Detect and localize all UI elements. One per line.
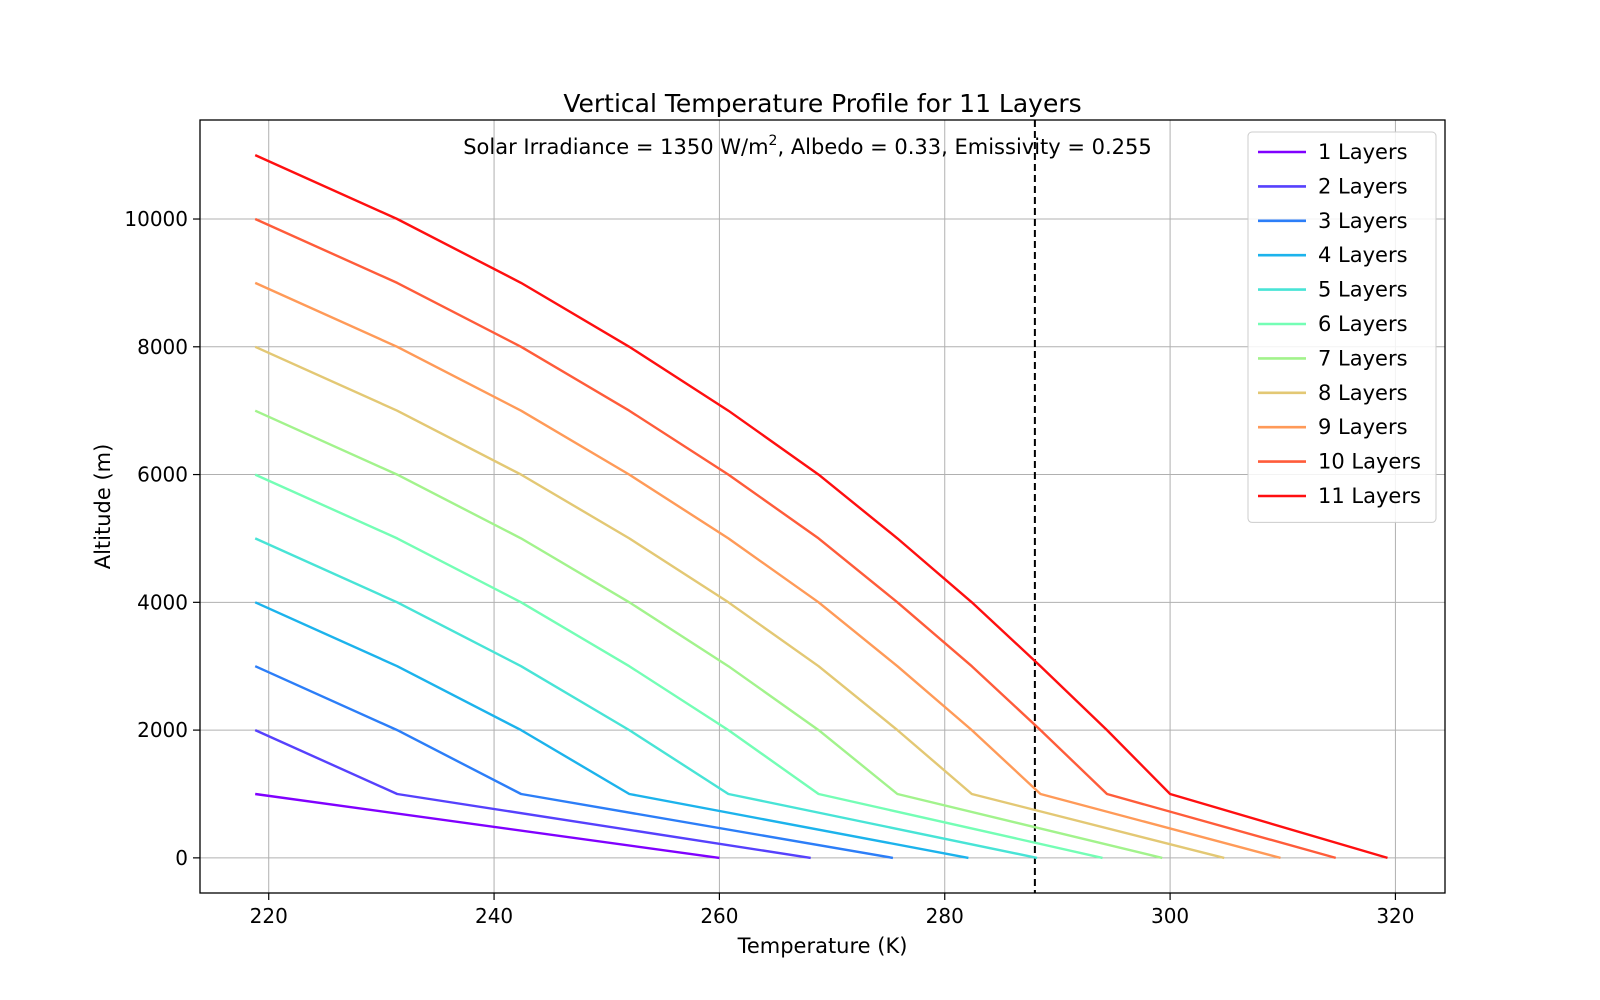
- legend-label: 5 Layers: [1318, 278, 1408, 302]
- annotation-superscript: 2: [769, 133, 778, 149]
- annotation-suffix: , Albedo = 0.33, Emissivity = 0.255: [777, 135, 1151, 159]
- x-tick-label: 300: [1151, 904, 1189, 928]
- plot-frame: [199, 119, 1446, 894]
- series-line: [255, 792, 720, 860]
- y-tick-label: 6000: [137, 463, 188, 487]
- annotation-prefix: Solar Irradiance = 1350 W/m: [463, 135, 768, 159]
- series-line: [254, 217, 1337, 860]
- legend-label: 9 Layers: [1318, 415, 1408, 439]
- series-lines: [254, 154, 1388, 860]
- parameter-annotation: Solar Irradiance = 1350 W/m2, Albedo = 0…: [463, 133, 1152, 159]
- y-axis-label: Altitude (m): [91, 444, 115, 570]
- x-axis-label: Temperature (K): [737, 934, 908, 958]
- series-line: [254, 409, 1163, 860]
- series-line: [254, 665, 894, 860]
- series-line: [254, 154, 1388, 860]
- series-line: [254, 281, 1281, 860]
- legend-label: 2 Layers: [1318, 174, 1408, 198]
- x-tick-label: 220: [250, 904, 288, 928]
- legend-label: 4 Layers: [1318, 243, 1408, 267]
- legend-label: 10 Layers: [1318, 450, 1421, 474]
- series-line: [254, 601, 969, 860]
- y-tick-label: 10000: [124, 207, 188, 231]
- legend: 1 Layers 2 Layers 3 Layers 4 Layers 5 Layers…: [1247, 131, 1437, 523]
- legend-label: 1 Layers: [1318, 140, 1408, 164]
- series-line: [254, 345, 1225, 860]
- x-tick-label: 280: [926, 904, 964, 928]
- y-tick-label: 4000: [137, 590, 188, 614]
- chart-title: Vertical Temperature Profile for 11 Laye…: [563, 89, 1081, 118]
- legend-label: 6 Layers: [1318, 312, 1408, 336]
- series-line: [254, 473, 1103, 860]
- x-tick-label: 320: [1376, 904, 1414, 928]
- y-tick-label: 8000: [137, 335, 188, 359]
- series-line: [254, 729, 811, 860]
- x-axis-ticks: 220 240 260 280 300 320: [250, 893, 1415, 928]
- y-axis-ticks: 0 2000 4000 6000 8000 10000: [124, 207, 200, 870]
- legend-label: 11 Layers: [1318, 484, 1421, 508]
- x-tick-label: 260: [700, 904, 738, 928]
- legend-label: 7 Layers: [1318, 346, 1408, 370]
- y-tick-label: 2000: [137, 718, 188, 742]
- legend-label: 8 Layers: [1318, 381, 1408, 405]
- x-tick-label: 240: [475, 904, 513, 928]
- series-line: [254, 537, 1038, 860]
- legend-label: 3 Layers: [1318, 209, 1408, 233]
- y-tick-label: 0: [175, 846, 188, 870]
- legend-box: [1247, 131, 1437, 523]
